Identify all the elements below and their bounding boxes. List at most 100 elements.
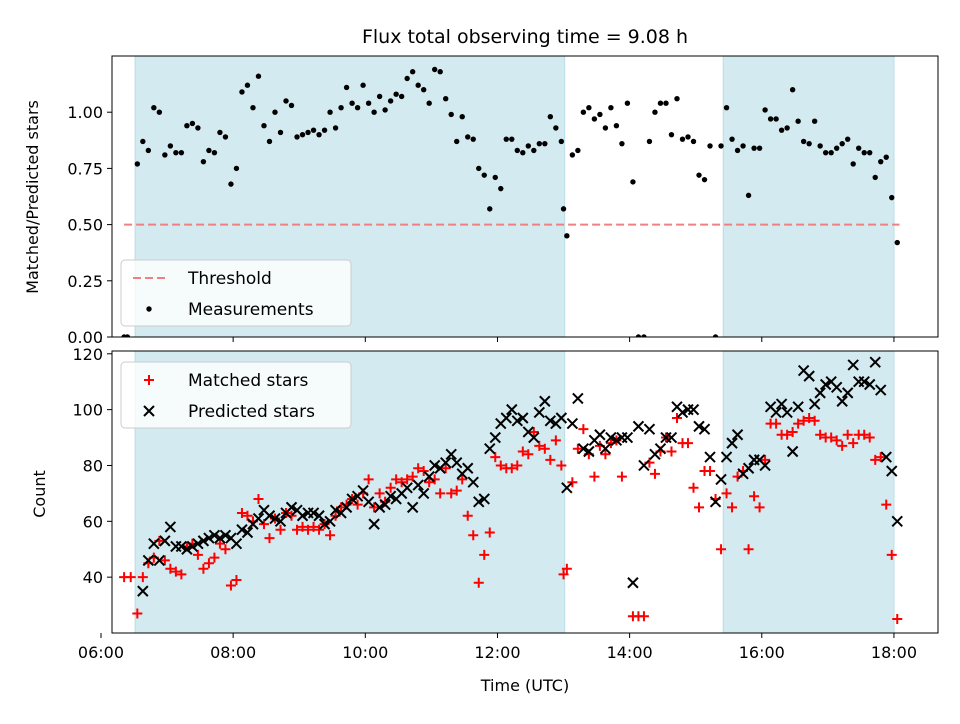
data-point: [244, 82, 251, 88]
data-point: [332, 125, 339, 131]
data-point: [253, 493, 264, 504]
data-point: [297, 521, 308, 532]
data-point: [431, 66, 438, 73]
data-point: [841, 387, 854, 399]
data-point: [679, 136, 686, 142]
data-point: [407, 471, 418, 482]
data-point: [324, 515, 336, 528]
data-point: [767, 116, 774, 122]
data-point: [693, 420, 705, 433]
data-point: [137, 585, 149, 597]
data-point: [412, 479, 424, 491]
axes-frame: [111, 55, 939, 338]
data-point: [734, 147, 741, 154]
data-point: [561, 482, 573, 494]
data-point: [731, 429, 744, 441]
data-point: [208, 529, 221, 541]
data-point: [894, 239, 900, 246]
data-point: [329, 504, 342, 516]
data-point: [635, 334, 642, 337]
data-point: [142, 554, 155, 567]
data-point: [379, 498, 391, 511]
shaded-region: [722, 55, 895, 338]
data-point: [558, 138, 565, 145]
data-point: [886, 549, 897, 560]
data-point: [500, 412, 512, 424]
data-point: [525, 143, 532, 149]
data-point: [726, 437, 738, 449]
data-point: [591, 116, 598, 122]
top-panel: 0.00 0.25 0.50 0.75 1.00 Threshold Measurement…: [67, 55, 939, 347]
data-point: [555, 412, 568, 424]
data-point: [343, 84, 350, 91]
data-point: [539, 395, 551, 407]
data-point: [198, 563, 209, 574]
data-point: [404, 75, 410, 82]
y-tick-label: 0.50: [67, 216, 103, 235]
y-tick-label: 80: [83, 456, 103, 475]
data-point: [594, 429, 606, 441]
legend: Threshold Measurements: [120, 259, 352, 327]
data-point: [203, 558, 214, 569]
data-point: [694, 502, 705, 513]
data-point: [393, 91, 399, 97]
data-point: [875, 452, 886, 463]
data-point: [252, 512, 265, 525]
data-point: [784, 125, 790, 131]
data-point: [709, 496, 722, 508]
bottom-panel: 40 60 80 100 120 06:00 08:00 10:00 12:00 14:00 16:…: [72, 345, 939, 662]
data-point: [828, 149, 834, 156]
data-point: [184, 122, 190, 129]
data-point: [566, 417, 579, 430]
data-point: [696, 172, 702, 178]
data-point: [705, 466, 716, 477]
data-point: [512, 460, 523, 471]
data-point: [272, 109, 278, 115]
data-point: [363, 474, 374, 485]
data-point: [892, 614, 903, 625]
data-point: [305, 129, 311, 136]
data-point: [830, 381, 843, 394]
data-point: [749, 491, 760, 502]
data-point: [285, 501, 298, 514]
data-point: [632, 420, 645, 433]
data-point: [391, 474, 402, 485]
data-point: [402, 474, 413, 485]
data-point: [314, 524, 325, 535]
data-point: [836, 395, 848, 407]
data-point: [159, 535, 171, 547]
y-tick-label: 0.00: [67, 328, 103, 347]
legend-marker: [143, 405, 155, 417]
data-point: [800, 138, 807, 145]
data-point: [365, 100, 372, 106]
data-point: [200, 158, 207, 165]
data-point: [428, 459, 441, 472]
data-point: [602, 125, 609, 131]
data-point: [643, 423, 656, 435]
data-point: [837, 440, 848, 451]
data-point: [586, 105, 592, 111]
data-point: [368, 518, 380, 530]
data-point: [362, 496, 375, 508]
data-point: [817, 143, 823, 149]
data-point: [443, 96, 449, 102]
data-point: [195, 125, 201, 131]
data-point: [340, 501, 353, 514]
data-point: [872, 174, 878, 181]
data-point: [804, 413, 815, 424]
data-point: [148, 537, 160, 550]
data-point: [261, 122, 267, 129]
data-point: [349, 100, 355, 106]
data-point: [228, 181, 234, 187]
data-point: [539, 443, 550, 454]
data-point: [564, 233, 570, 239]
data-point: [313, 510, 325, 522]
data-point: [688, 482, 699, 493]
data-point: [721, 488, 732, 499]
data-point: [424, 477, 435, 488]
data-point: [793, 418, 804, 429]
data-point: [778, 127, 785, 133]
data-point: [638, 459, 650, 472]
data-point: [473, 496, 485, 508]
data-point: [292, 524, 303, 535]
